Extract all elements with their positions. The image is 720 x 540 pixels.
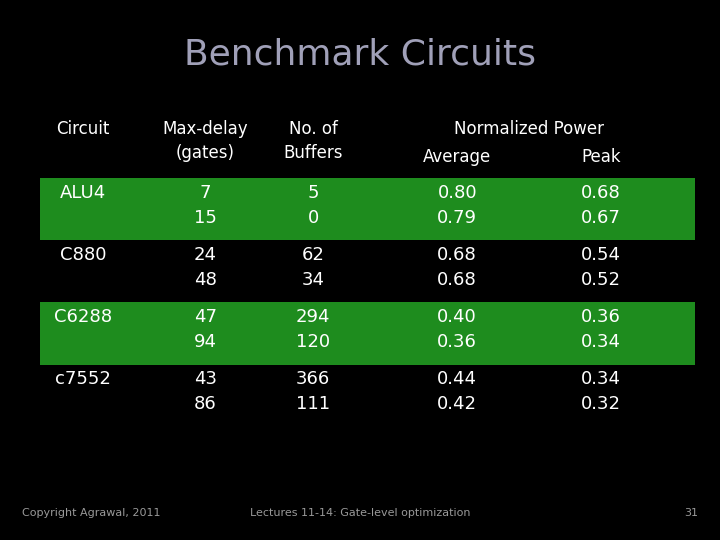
Text: Lectures 11-14: Gate-level optimization: Lectures 11-14: Gate-level optimization bbox=[250, 508, 470, 518]
Bar bbox=[40, 302, 695, 364]
Text: c7552: c7552 bbox=[55, 370, 111, 388]
Text: Normalized Power: Normalized Power bbox=[454, 120, 604, 138]
Text: 0.34
0.32: 0.34 0.32 bbox=[581, 370, 621, 413]
Text: 0.80
0.79: 0.80 0.79 bbox=[437, 184, 477, 227]
Text: No. of
Buffers: No. of Buffers bbox=[284, 120, 343, 162]
Text: 294
120: 294 120 bbox=[296, 308, 330, 351]
Text: 62
34: 62 34 bbox=[302, 246, 325, 289]
Text: 0.44
0.42: 0.44 0.42 bbox=[437, 370, 477, 413]
Text: 0.54
0.52: 0.54 0.52 bbox=[581, 246, 621, 289]
Text: 31: 31 bbox=[685, 508, 698, 518]
Text: Max-delay
(gates): Max-delay (gates) bbox=[163, 120, 248, 162]
Text: 0.68
0.67: 0.68 0.67 bbox=[581, 184, 621, 227]
Text: 0.68
0.68: 0.68 0.68 bbox=[437, 246, 477, 289]
Text: C6288: C6288 bbox=[54, 308, 112, 326]
Text: ALU4: ALU4 bbox=[60, 184, 106, 201]
Text: C880: C880 bbox=[60, 246, 106, 264]
Text: 47
94: 47 94 bbox=[194, 308, 217, 351]
Text: 0.36
0.34: 0.36 0.34 bbox=[581, 308, 621, 351]
Text: 5
0: 5 0 bbox=[307, 184, 319, 227]
Text: 7
15: 7 15 bbox=[194, 184, 217, 227]
Text: Copyright Agrawal, 2011: Copyright Agrawal, 2011 bbox=[22, 508, 160, 518]
Text: Circuit: Circuit bbox=[56, 120, 109, 138]
Text: 24
48: 24 48 bbox=[194, 246, 217, 289]
Bar bbox=[40, 178, 695, 240]
Text: Benchmark Circuits: Benchmark Circuits bbox=[184, 38, 536, 72]
Text: 43
86: 43 86 bbox=[194, 370, 217, 413]
Text: Average: Average bbox=[423, 148, 491, 166]
Text: Peak: Peak bbox=[581, 148, 621, 166]
Text: 0.40
0.36: 0.40 0.36 bbox=[437, 308, 477, 351]
Text: 366
111: 366 111 bbox=[296, 370, 330, 413]
